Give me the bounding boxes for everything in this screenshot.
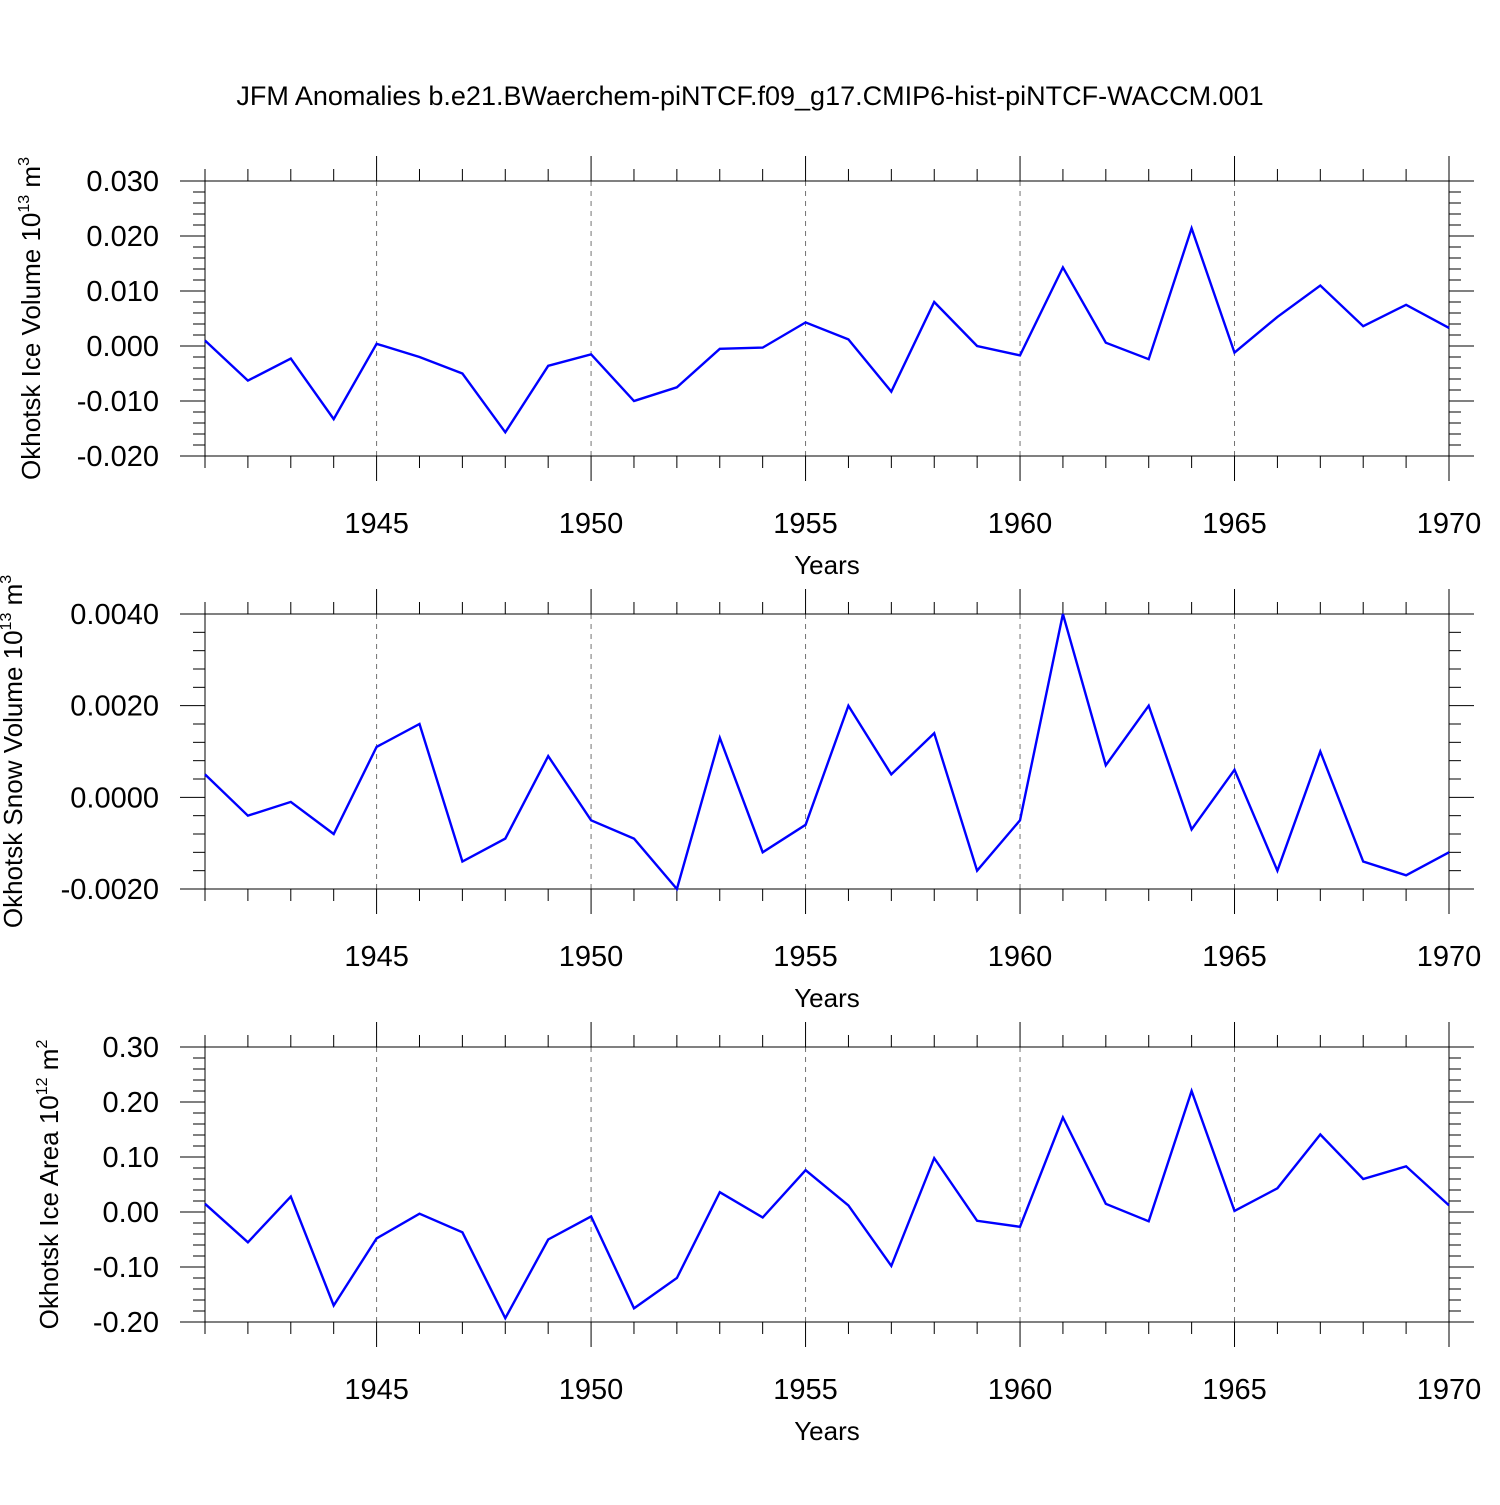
plot-frame bbox=[204, 180, 1450, 457]
plot-frame bbox=[204, 1046, 1450, 1323]
y-tick-label: -0.010 bbox=[77, 386, 159, 418]
y-tick-label: 0.20 bbox=[103, 1087, 159, 1119]
y-tick-label: 0.10 bbox=[103, 1142, 159, 1174]
x-tick-label: 1950 bbox=[559, 508, 624, 540]
x-tick-label: 1970 bbox=[1417, 508, 1482, 540]
x-tick-label: 1955 bbox=[773, 1374, 838, 1406]
chart-panel-3: -0.20 -0.10 0.00 0.10 0.20 0.30 1945 1950 1955 19… bbox=[34, 1022, 1481, 1446]
y-tick-label: 0.0000 bbox=[70, 782, 159, 814]
y-tick-label: -0.10 bbox=[93, 1252, 159, 1284]
x-tick-label: 1965 bbox=[1202, 1374, 1267, 1406]
y-tick-label: 0.00 bbox=[103, 1197, 159, 1229]
x-axis-label: Years bbox=[794, 983, 860, 1013]
x-tick-label: 1960 bbox=[988, 1374, 1053, 1406]
y-tick-label: -0.0020 bbox=[61, 874, 159, 906]
x-tick-label: 1950 bbox=[559, 941, 624, 973]
y-tick-label: 0.30 bbox=[103, 1032, 159, 1064]
series-line bbox=[204, 224, 1450, 435]
x-tick-label: 1965 bbox=[1202, 508, 1267, 540]
y-axis-label: Okhotsk Ice Area 1012 m2 bbox=[34, 1040, 64, 1330]
y-tick-label: 0.010 bbox=[86, 276, 159, 308]
x-tick-label: 1960 bbox=[988, 941, 1053, 973]
series-line bbox=[204, 1087, 1450, 1321]
y-tick-label: -0.20 bbox=[93, 1307, 159, 1339]
x-tick-label: 1955 bbox=[773, 941, 838, 973]
x-tick-label: 1945 bbox=[344, 508, 409, 540]
y-tick-label: 0.000 bbox=[86, 331, 159, 363]
x-tick-label: 1955 bbox=[773, 508, 838, 540]
x-tick-label: 1945 bbox=[344, 1374, 409, 1406]
x-tick-label: 1970 bbox=[1417, 1374, 1482, 1406]
x-axis-label: Years bbox=[794, 550, 860, 580]
y-tick-label: 0.030 bbox=[86, 166, 159, 198]
y-tick-label: 0.0020 bbox=[70, 691, 159, 723]
x-tick-label: 1945 bbox=[344, 941, 409, 973]
x-tick-label: 1970 bbox=[1417, 941, 1482, 973]
chart-panel-2: -0.0020 0.0000 0.0020 0.0040 1945 1950 1955 196… bbox=[0, 575, 1481, 1013]
y-tick-label: 0.0040 bbox=[70, 599, 159, 631]
plot-frame bbox=[204, 613, 1450, 890]
panels-group: -0.020 -0.010 0.000 0.010 0.020 0.030 1945 1950… bbox=[0, 156, 1481, 1446]
chart-panel-1: -0.020 -0.010 0.000 0.010 0.020 0.030 1945 1950… bbox=[16, 156, 1481, 580]
y-tick-label: 0.020 bbox=[86, 221, 159, 253]
y-tick-label: -0.020 bbox=[77, 441, 159, 473]
series-line bbox=[204, 613, 1450, 892]
y-axis-label: Okhotsk Snow Volume 1013 m3 bbox=[0, 575, 28, 928]
x-tick-label: 1960 bbox=[988, 508, 1053, 540]
x-axis-label: Years bbox=[794, 1416, 860, 1446]
x-tick-label: 1965 bbox=[1202, 941, 1267, 973]
figure-title: JFM Anomalies b.e21.BWaerchem-piNTCF.f09… bbox=[236, 81, 1263, 111]
y-axis-label: Okhotsk Ice Volume 1013 m3 bbox=[16, 157, 46, 480]
x-tick-label: 1950 bbox=[559, 1374, 624, 1406]
